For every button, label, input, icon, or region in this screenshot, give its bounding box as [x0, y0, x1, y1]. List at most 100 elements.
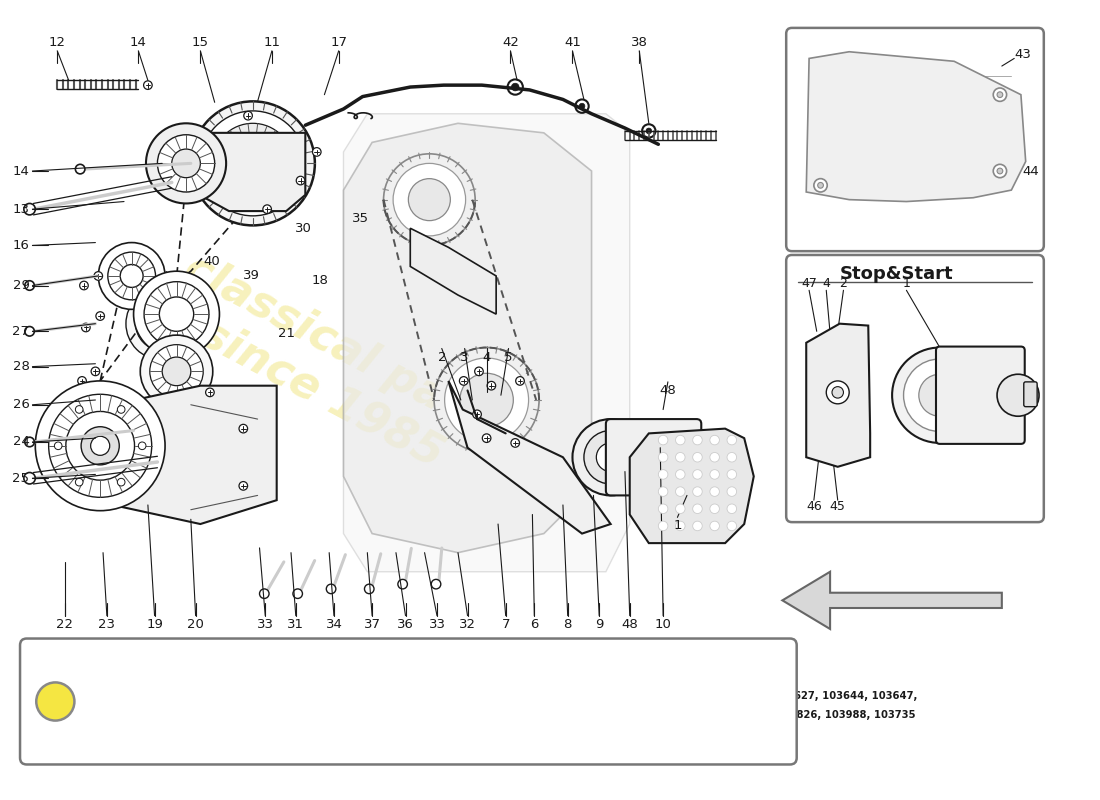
- Circle shape: [903, 359, 976, 431]
- Circle shape: [190, 102, 315, 226]
- Circle shape: [94, 272, 102, 280]
- Circle shape: [727, 487, 737, 496]
- Circle shape: [81, 426, 119, 465]
- Text: 1: 1: [902, 277, 911, 290]
- FancyBboxPatch shape: [786, 28, 1044, 251]
- Circle shape: [727, 521, 737, 530]
- Circle shape: [238, 148, 268, 178]
- Polygon shape: [343, 114, 629, 572]
- Circle shape: [510, 438, 519, 447]
- Circle shape: [693, 470, 702, 479]
- Circle shape: [144, 81, 152, 90]
- Polygon shape: [629, 429, 754, 543]
- Text: 33: 33: [429, 618, 446, 630]
- Polygon shape: [410, 228, 496, 314]
- FancyBboxPatch shape: [606, 419, 702, 495]
- Circle shape: [918, 374, 960, 416]
- Circle shape: [312, 148, 321, 156]
- Circle shape: [817, 347, 827, 357]
- Circle shape: [25, 326, 34, 336]
- Text: Stop&Start: Stop&Start: [840, 265, 954, 283]
- Circle shape: [444, 358, 529, 442]
- Circle shape: [200, 111, 306, 216]
- Circle shape: [473, 410, 482, 418]
- Circle shape: [997, 92, 1003, 98]
- Circle shape: [832, 386, 844, 398]
- Text: 9: 9: [595, 618, 604, 630]
- Circle shape: [693, 504, 702, 514]
- Text: 12: 12: [48, 36, 66, 49]
- Circle shape: [24, 203, 35, 215]
- Circle shape: [76, 406, 82, 414]
- Circle shape: [816, 414, 828, 425]
- Circle shape: [658, 487, 668, 496]
- Circle shape: [25, 438, 34, 446]
- Circle shape: [675, 470, 685, 479]
- Text: 1: 1: [673, 519, 682, 533]
- Circle shape: [997, 168, 1003, 174]
- Circle shape: [227, 137, 279, 190]
- Text: 46: 46: [806, 500, 822, 514]
- Circle shape: [727, 504, 737, 514]
- Circle shape: [162, 357, 190, 386]
- Circle shape: [675, 504, 685, 514]
- Text: 44: 44: [1023, 165, 1040, 178]
- Circle shape: [96, 312, 104, 320]
- Circle shape: [710, 504, 719, 514]
- Circle shape: [814, 178, 827, 192]
- Circle shape: [327, 584, 336, 594]
- Circle shape: [658, 470, 668, 479]
- Circle shape: [580, 103, 585, 109]
- Circle shape: [160, 297, 194, 331]
- Text: 2: 2: [438, 350, 446, 363]
- Text: 40: 40: [204, 255, 220, 268]
- Circle shape: [139, 442, 146, 450]
- Text: 18: 18: [311, 274, 328, 287]
- Text: 25: 25: [12, 472, 30, 485]
- Circle shape: [76, 164, 85, 174]
- Circle shape: [658, 521, 668, 530]
- Text: 45: 45: [829, 500, 846, 514]
- Circle shape: [201, 166, 209, 175]
- Circle shape: [150, 345, 204, 398]
- Circle shape: [78, 377, 86, 386]
- Text: 3: 3: [461, 350, 469, 363]
- Text: 11: 11: [263, 36, 280, 49]
- Text: 34: 34: [326, 618, 342, 630]
- Circle shape: [727, 470, 737, 479]
- Circle shape: [293, 589, 303, 598]
- Circle shape: [206, 388, 214, 397]
- Circle shape: [25, 281, 34, 290]
- Circle shape: [849, 416, 859, 426]
- Circle shape: [727, 435, 737, 445]
- Text: 22: 22: [56, 618, 74, 630]
- Text: 7: 7: [502, 618, 510, 630]
- Text: 10: 10: [654, 618, 672, 630]
- Circle shape: [693, 521, 702, 530]
- Text: 47: 47: [801, 277, 817, 290]
- Circle shape: [675, 487, 685, 496]
- Circle shape: [826, 381, 849, 404]
- Circle shape: [572, 419, 649, 495]
- Circle shape: [201, 143, 209, 151]
- Text: 23: 23: [98, 618, 116, 630]
- Circle shape: [710, 453, 719, 462]
- Polygon shape: [68, 386, 277, 524]
- Text: A: A: [48, 693, 62, 710]
- Circle shape: [675, 453, 685, 462]
- Circle shape: [710, 470, 719, 479]
- Text: 15: 15: [191, 36, 209, 49]
- Text: 20: 20: [187, 618, 204, 630]
- Text: 48: 48: [621, 618, 638, 630]
- Circle shape: [993, 164, 1007, 178]
- Text: 48: 48: [660, 384, 676, 397]
- Circle shape: [212, 123, 293, 203]
- Circle shape: [364, 584, 374, 594]
- Circle shape: [507, 79, 522, 94]
- Text: 13: 13: [12, 202, 30, 216]
- Polygon shape: [449, 381, 610, 534]
- Circle shape: [596, 443, 625, 471]
- Circle shape: [482, 434, 491, 442]
- Circle shape: [693, 487, 702, 496]
- Text: 30: 30: [295, 222, 311, 234]
